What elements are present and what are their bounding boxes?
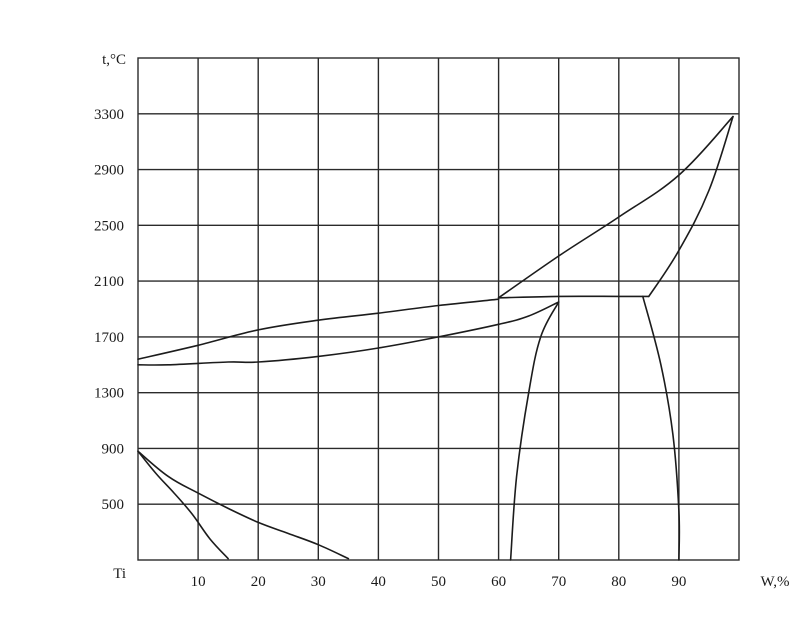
y-tick-label-2500: 2500 xyxy=(94,218,124,234)
phase-boundary-eutectic-line xyxy=(497,295,650,299)
y-tick-label-2100: 2100 xyxy=(94,274,124,290)
x-tick-label-90: 90 xyxy=(671,574,686,590)
x-tick-label-30: 30 xyxy=(311,574,326,590)
y-axis-label: t,°C xyxy=(102,52,126,68)
y-tick-label-1300: 1300 xyxy=(94,386,124,402)
phase-boundary-liquidus-high xyxy=(497,115,734,299)
y-tick-label-3300: 3300 xyxy=(94,107,124,123)
phase-boundary-transformation-lower xyxy=(137,450,229,560)
y-tick-label-1700: 1700 xyxy=(94,330,124,346)
phase-boundary-solvus-right xyxy=(642,295,681,561)
origin-label: Ti xyxy=(113,566,126,582)
y-tick-label-900: 900 xyxy=(102,441,125,457)
x-axis-label: W,% xyxy=(760,574,789,590)
y-tick-label-2900: 2900 xyxy=(94,163,124,179)
x-tick-label-50: 50 xyxy=(431,574,446,590)
phase-boundary-solidus-high xyxy=(648,115,734,298)
grid-layer xyxy=(137,57,740,561)
phase-boundary-transformation-upper xyxy=(137,450,350,560)
x-tick-label-70: 70 xyxy=(551,574,566,590)
x-tick-label-20: 20 xyxy=(251,574,266,590)
phase-boundary-solvus-left xyxy=(509,301,560,561)
y-tick-label-500: 500 xyxy=(102,497,125,513)
phase-boundary-liquidus-low xyxy=(137,298,500,360)
x-tick-label-80: 80 xyxy=(611,574,626,590)
label-layer: 10 20 30 40 50 60 70 80 90 500 900 1300 1700 2100 2500… xyxy=(94,52,790,590)
x-tick-label-60: 60 xyxy=(491,574,506,590)
x-tick-label-10: 10 xyxy=(191,574,206,590)
phase-boundary-solidus-low xyxy=(137,301,560,366)
x-tick-label-40: 40 xyxy=(371,574,386,590)
curve-layer xyxy=(137,115,734,561)
